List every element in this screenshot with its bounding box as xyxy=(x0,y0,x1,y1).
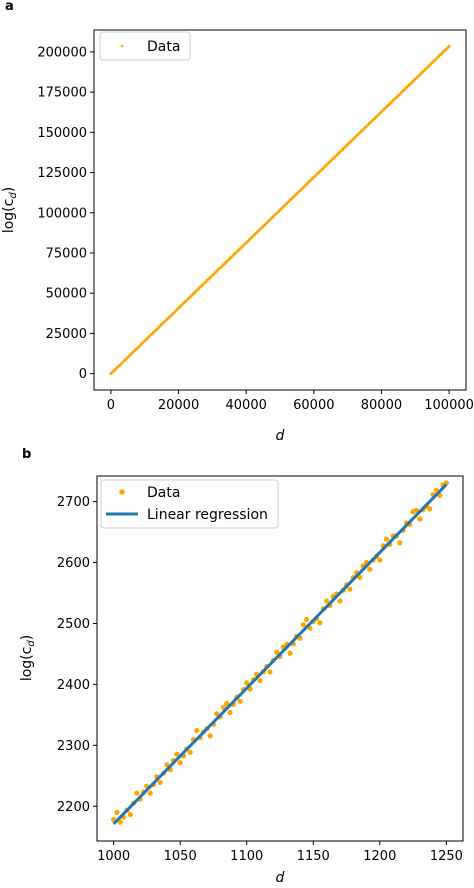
panel-a-y-tick-label: 150000 xyxy=(37,126,87,141)
panel-b-data-point xyxy=(117,819,123,825)
panel-a-legend: Data xyxy=(99,31,191,61)
panel-b: b 1000 1050 1100 1150 1200 1250 2200 2300 2400 25… xyxy=(19,447,464,886)
panel-b-y-tick-label: 2200 xyxy=(57,800,90,815)
panel-a-label: a xyxy=(5,0,14,14)
panel-b-y-tick-label: 2600 xyxy=(57,556,90,571)
panel-b-data-point xyxy=(174,751,180,757)
panel-a-legend-marker xyxy=(120,44,124,48)
panel-b-data-point xyxy=(383,536,390,542)
panel-b-data-point xyxy=(237,698,243,704)
panel-b-y-tick-label: 2700 xyxy=(57,495,90,510)
panel-a-y-label-sub: d xyxy=(8,192,19,199)
panel-b-data-point xyxy=(287,650,293,656)
panel-b-legend-regression-label: Linear regression xyxy=(147,507,268,523)
panel-b-data-point xyxy=(134,790,140,796)
panel-b-data-point xyxy=(147,790,153,796)
panel-a: a 0 20000 40000 60000 80000 100000 0 25000 50000… xyxy=(1,0,474,444)
panel-b-data-point xyxy=(177,760,183,766)
panel-b-x-tick-label: 1200 xyxy=(363,849,396,864)
panel-b-y-tick-label: 2400 xyxy=(57,678,90,693)
panel-a-y-label-close: ) xyxy=(1,187,17,192)
panel-a-y-tick-label: 200000 xyxy=(37,45,87,60)
panel-b-x-axis-label: d xyxy=(276,870,285,883)
panel-b-data-point xyxy=(157,779,163,786)
panel-b-data-point xyxy=(367,566,373,572)
panel-a-legend-box xyxy=(99,31,191,61)
panel-a-marks xyxy=(109,44,451,376)
panel-a-y-tick-label: 75000 xyxy=(46,246,87,261)
panel-b-y-tick-label: 2500 xyxy=(57,617,90,632)
panel-b-data-point xyxy=(244,680,250,686)
panel-b-legend-data-marker xyxy=(119,489,125,495)
panel-a-y-tick-label: 125000 xyxy=(37,166,87,181)
panel-b-data-point xyxy=(257,678,263,684)
panel-b-legend: Data Linear regression xyxy=(100,479,279,529)
panel-a-y-tick-label: 175000 xyxy=(37,86,87,101)
panel-b-x-tick-label: 1150 xyxy=(297,849,330,864)
panel-b-data-point xyxy=(377,557,383,563)
panel-a-y-tick-label: 25000 xyxy=(46,327,87,342)
panel-b-data-point xyxy=(337,598,343,604)
panel-b-legend-box xyxy=(100,479,279,529)
panel-b-data-point xyxy=(164,762,170,768)
panel-b-data-point xyxy=(274,649,280,655)
panel-b-regression-line xyxy=(112,483,448,825)
panel-b-data-point xyxy=(417,516,423,522)
panel-b-data-point xyxy=(214,711,220,717)
panel-b-y-label-main: log(c xyxy=(19,647,35,682)
panel-a-ticks: 0 20000 40000 60000 80000 100000 0 25000 50000 75… xyxy=(37,45,474,413)
panel-a-y-tick-label: 0 xyxy=(79,367,87,382)
panel-a-y-tick-label: 50000 xyxy=(46,287,87,302)
panel-a-x-tick-label: 0 xyxy=(107,398,115,413)
panel-b-y-label-close: ) xyxy=(19,635,35,640)
panel-b-label: b xyxy=(22,447,31,462)
panel-b-plot-frame xyxy=(96,475,464,842)
panel-a-x-tick-label: 40000 xyxy=(226,398,267,413)
panel-b-data-point xyxy=(317,620,323,626)
panel-a-y-axis-label: log(cd) xyxy=(1,187,19,233)
panel-a-y-label-main: log(c xyxy=(1,199,17,234)
panel-b-x-tick-label: 1000 xyxy=(97,849,130,864)
panel-b-x-tick-label: 1250 xyxy=(430,849,463,864)
panel-b-data-point xyxy=(304,616,310,623)
panel-b-data-point xyxy=(227,709,233,716)
panel-b-ticks: 1000 1050 1100 1150 1200 1250 2200 2300 2400 2500… xyxy=(57,495,463,864)
panel-a-legend-label: Data xyxy=(147,39,180,55)
panel-b-x-tick-label: 1100 xyxy=(230,849,263,864)
panel-b-data-point xyxy=(267,669,273,675)
panel-b-marks xyxy=(111,480,449,825)
panel-a-x-axis-label: d xyxy=(276,428,285,444)
panel-b-y-label-sub: d xyxy=(26,640,37,647)
panel-b-legend-data-label: Data xyxy=(147,485,180,501)
panel-a-x-tick-label: 100000 xyxy=(424,398,474,413)
panel-b-y-axis-label: log(cd) xyxy=(19,635,37,681)
panel-b-x-tick-label: 1050 xyxy=(164,849,197,864)
panel-b-data-point xyxy=(207,733,213,739)
panel-b-data-point xyxy=(323,598,330,604)
panel-a-y-tick-label: 100000 xyxy=(37,206,87,221)
panel-b-data-point xyxy=(300,622,306,628)
panel-b-data-point xyxy=(187,749,193,755)
panel-a-x-tick-label: 20000 xyxy=(158,398,199,413)
panel-a-data-point xyxy=(447,44,451,48)
panel-a-x-tick-label: 80000 xyxy=(361,398,402,413)
panel-b-data-point xyxy=(427,506,433,512)
panel-b-data-point xyxy=(397,540,403,546)
panel-b-data-point xyxy=(347,586,353,592)
panel-b-data-point xyxy=(224,700,230,707)
panel-b-data-point xyxy=(114,809,120,816)
panel-a-plot-frame xyxy=(93,29,467,391)
panel-a-x-tick-label: 60000 xyxy=(293,398,334,413)
panel-b-data-point xyxy=(194,727,200,734)
panel-b-y-tick-label: 2300 xyxy=(57,739,90,754)
panel-b-data-point xyxy=(127,811,133,818)
